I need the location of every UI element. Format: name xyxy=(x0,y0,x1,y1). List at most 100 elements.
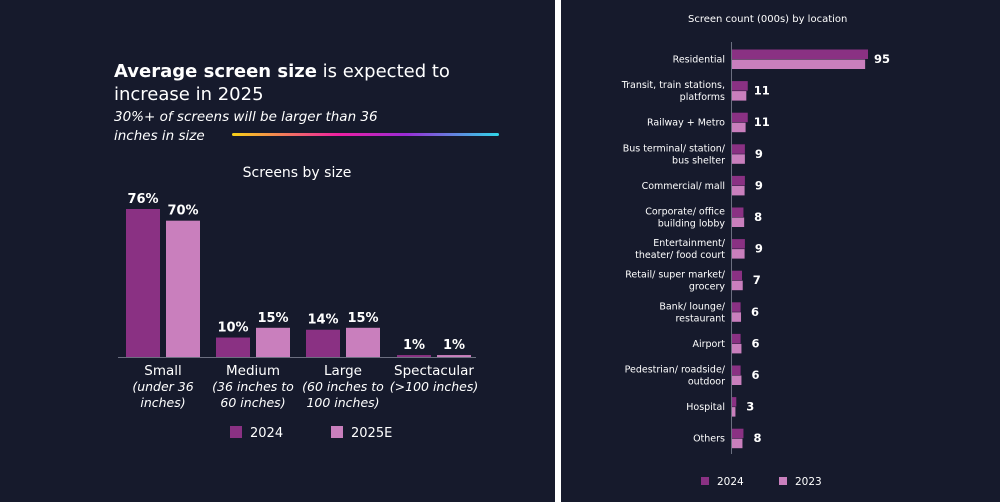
category-label: Pedestrian/ roadside/ xyxy=(625,365,726,376)
value-label: 8 xyxy=(754,210,762,224)
bar-2024-row xyxy=(732,175,745,186)
bar-2024-row xyxy=(732,365,741,375)
left-panel: Average screen size is expected to incre… xyxy=(0,0,555,502)
category-label: restaurant xyxy=(675,313,725,324)
category-sublabel: (>100 inches) xyxy=(390,379,478,394)
headline-rest: is expected to increase in 2025 xyxy=(114,61,450,105)
screens-by-size-chart: Screens by size 76% 70% Small(under 36inche… xyxy=(118,165,478,441)
category-label: Spectacular xyxy=(394,363,474,379)
bar-2024-row xyxy=(732,270,743,281)
bar-2023-row xyxy=(732,91,747,101)
bar-2025E-small xyxy=(166,220,200,357)
category-label: Commercial/ mall xyxy=(642,181,725,192)
value-label: 6 xyxy=(751,336,759,350)
bar-2025E-spectacular xyxy=(437,355,471,357)
value-label: 9 xyxy=(755,147,763,161)
headline-bold: Average screen size xyxy=(114,61,317,82)
bar-2023-row xyxy=(732,154,745,164)
headline: Average screen size is expected to incre… xyxy=(114,60,514,106)
bar-2024-row xyxy=(732,428,744,439)
category-sublabel: 100 inches) xyxy=(306,395,379,410)
data-label: 14% xyxy=(307,313,338,328)
category-sublabel: 60 inches) xyxy=(220,395,285,410)
bar-2023-row xyxy=(732,122,746,133)
category-label: Large xyxy=(324,363,362,379)
data-label: 70% xyxy=(167,204,198,219)
bar-2025E-medium xyxy=(256,327,290,357)
bar-2024-row xyxy=(732,239,745,249)
category-sublabel: (60 inches to xyxy=(302,379,384,394)
bar-2024-row xyxy=(732,302,741,312)
category-sublabel: (36 inches to xyxy=(212,379,294,394)
bar-2024-row xyxy=(732,81,748,91)
value-label: 95 xyxy=(874,52,890,66)
bar-2023-row xyxy=(732,217,745,227)
category-label: Entertainment/ xyxy=(653,238,726,249)
chart-title: Screen count (000s) by location xyxy=(688,14,847,25)
data-label: 1% xyxy=(443,338,465,353)
category-label: Bus terminal/ station/ xyxy=(623,143,726,154)
category-label: Small xyxy=(144,363,182,379)
legend-swatch-2024 xyxy=(230,426,242,438)
value-label: 6 xyxy=(751,368,759,382)
category-label: grocery xyxy=(689,282,726,293)
value-label: 11 xyxy=(754,115,770,129)
value-label: 7 xyxy=(753,273,761,287)
bar-2023-row xyxy=(732,185,745,196)
data-label: 76% xyxy=(127,192,158,207)
data-label: 15% xyxy=(257,311,288,326)
chart-title: Screens by size xyxy=(243,165,352,181)
value-label: 6 xyxy=(751,305,759,319)
category-label: Others xyxy=(693,434,725,445)
value-label: 9 xyxy=(755,178,763,192)
legend-label-2024: 2024 xyxy=(717,476,744,488)
bar-2024-small xyxy=(126,209,160,357)
bar-2023-row xyxy=(732,375,742,385)
legend-swatch-2024 xyxy=(701,477,709,485)
category-label: Medium xyxy=(226,363,280,379)
category-label: Bank/ lounge/ xyxy=(659,301,725,312)
bar-2024-large xyxy=(306,329,340,357)
value-label: 8 xyxy=(753,431,761,445)
bar-2023-row xyxy=(732,343,742,354)
category-label: bus shelter xyxy=(672,155,725,166)
category-label: Corporate/ office xyxy=(645,207,725,218)
category-sublabel: (under 36 xyxy=(132,379,193,394)
subline: 30%+ of screens will be larger than 36 i… xyxy=(114,109,378,144)
bar-2024-row xyxy=(732,49,868,59)
legend-label-2025E: 2025E xyxy=(351,426,392,441)
category-label: theater/ food court xyxy=(635,250,725,261)
value-label: 3 xyxy=(746,400,754,414)
category-label: Residential xyxy=(673,55,725,66)
bar-2023-row xyxy=(732,407,736,417)
bar-2024-medium xyxy=(216,337,250,357)
bar-2024-row xyxy=(732,144,745,154)
category-label: Retail/ super market/ xyxy=(625,270,726,281)
legend-label-2023: 2023 xyxy=(795,476,822,488)
bar-2024-spectacular xyxy=(397,355,431,357)
bar-2024-row xyxy=(732,333,741,344)
category-label: Hospital xyxy=(686,402,725,413)
legend-swatch-2023 xyxy=(779,477,787,485)
value-label: 11 xyxy=(754,84,770,98)
category-label: building lobby xyxy=(658,219,726,230)
data-label: 10% xyxy=(217,321,248,336)
bar-2024-row xyxy=(732,112,748,123)
bar-2025E-large xyxy=(346,327,380,357)
screen-count-by-location-chart: Screen count (000s) by location 95 Residen… xyxy=(621,14,890,488)
bar-2023-row xyxy=(732,312,742,322)
data-label: 1% xyxy=(403,338,425,353)
category-sublabel: inches) xyxy=(140,395,185,410)
bar-2023-row xyxy=(732,59,866,69)
bar-2023-row xyxy=(732,249,745,259)
value-label: 9 xyxy=(755,242,763,256)
category-label: Airport xyxy=(692,339,725,350)
right-panel: Screen count (000s) by location 95 Residen… xyxy=(561,0,1000,502)
bar-2024-row xyxy=(732,207,744,217)
bar-2023-row xyxy=(732,280,743,291)
legend-label-2024: 2024 xyxy=(250,426,283,441)
category-label: outdoor xyxy=(688,377,725,388)
legend-swatch-2025E xyxy=(331,426,343,438)
data-label: 15% xyxy=(347,311,378,326)
category-label: platforms xyxy=(680,92,725,103)
